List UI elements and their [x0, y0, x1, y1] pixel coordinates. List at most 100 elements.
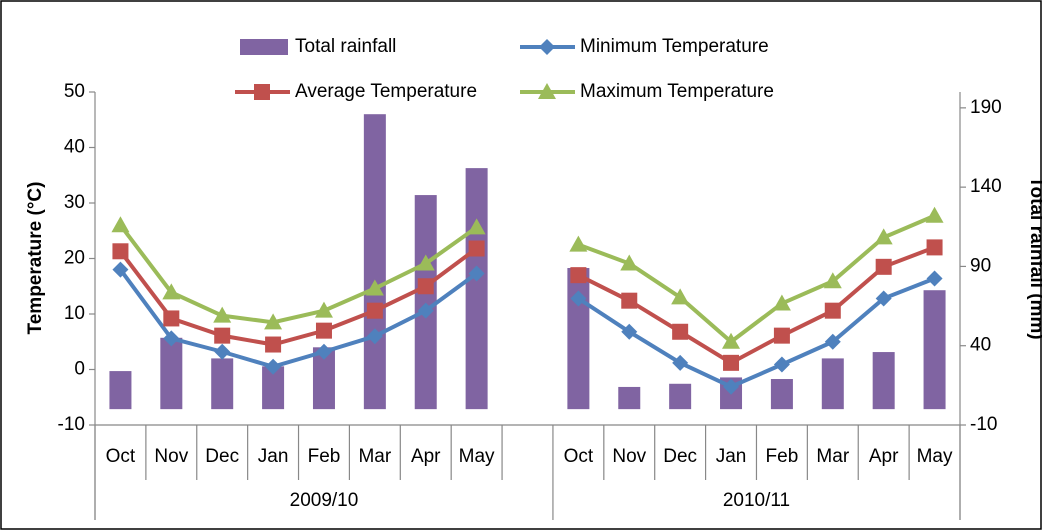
- marker: [162, 283, 181, 300]
- marker: [468, 240, 485, 257]
- marker: [925, 206, 944, 223]
- x-tick-label: Oct: [106, 446, 136, 467]
- marker: [570, 290, 587, 307]
- marker: [926, 239, 943, 256]
- marker: [254, 84, 270, 100]
- y2-axis-title: Total rainfall (mm): [1026, 176, 1042, 339]
- x-tick-label: May: [917, 446, 953, 467]
- marker: [314, 301, 333, 318]
- marker: [569, 235, 588, 252]
- x-tick-label: Nov: [154, 446, 188, 467]
- marker: [111, 216, 130, 233]
- y-tick-label: 10: [64, 303, 85, 324]
- bar: [160, 337, 183, 410]
- y2-tick-label: 190: [970, 97, 1002, 118]
- marker: [468, 265, 485, 282]
- bar: [770, 379, 793, 410]
- line: [118, 213, 936, 345]
- marker: [163, 310, 180, 327]
- line: [118, 245, 936, 366]
- marker: [672, 323, 689, 340]
- marker: [213, 306, 232, 323]
- y2-tick-label: 40: [970, 335, 991, 356]
- x-tick-label: Mar: [358, 446, 391, 467]
- x-tick-label: Dec: [663, 446, 697, 467]
- marker: [366, 328, 383, 345]
- bar: [414, 195, 437, 410]
- bar: [618, 386, 641, 410]
- x-tick-label: Dec: [205, 446, 239, 467]
- x-tick-label: Feb: [766, 446, 799, 467]
- y-tick-label: 0: [74, 359, 85, 380]
- marker: [620, 254, 639, 271]
- marker: [538, 83, 556, 99]
- x-tick-label: Oct: [564, 446, 594, 467]
- x-tick-label: Jan: [258, 446, 289, 467]
- marker: [672, 354, 689, 371]
- marker: [365, 279, 384, 296]
- bar: [669, 383, 692, 410]
- y-tick-label: -10: [58, 414, 85, 435]
- marker: [875, 290, 892, 307]
- marker: [824, 333, 841, 350]
- bar: [465, 168, 488, 410]
- marker: [723, 378, 740, 395]
- marker: [265, 336, 282, 353]
- bar: [262, 366, 285, 410]
- marker: [366, 302, 383, 319]
- marker: [163, 330, 180, 347]
- group-label: 2010/11: [723, 490, 790, 511]
- marker: [417, 278, 434, 295]
- marker: [723, 354, 740, 371]
- legend-label: Average Temperature: [295, 81, 477, 102]
- x-tick-label: Apr: [869, 446, 899, 467]
- marker: [539, 39, 555, 55]
- x-tick-label: Nov: [612, 446, 646, 467]
- legend-label: Minimum Temperature: [580, 36, 769, 57]
- bar: [211, 358, 234, 410]
- bar: [363, 114, 386, 410]
- marker: [467, 218, 486, 235]
- legend-label: Maximum Temperature: [580, 81, 774, 102]
- marker: [214, 343, 231, 360]
- marker: [874, 228, 893, 245]
- marker: [265, 358, 282, 375]
- marker: [570, 267, 587, 284]
- legend-label: Total rainfall: [295, 36, 396, 57]
- bar: [109, 371, 132, 410]
- marker: [823, 272, 842, 289]
- x-tick-label: Mar: [816, 446, 849, 467]
- y-tick-label: 30: [64, 192, 85, 213]
- marker: [264, 313, 283, 330]
- marker: [875, 258, 892, 275]
- y-tick-label: 40: [64, 137, 85, 158]
- group-label: 2009/10: [290, 490, 359, 511]
- y-tick-label: 50: [64, 81, 85, 102]
- marker: [112, 261, 129, 278]
- marker: [824, 302, 841, 319]
- y2-tick-label: -10: [970, 414, 997, 435]
- marker: [772, 294, 791, 311]
- y2-tick-label: 90: [970, 255, 991, 276]
- marker: [722, 332, 741, 349]
- marker: [621, 323, 638, 340]
- marker: [214, 327, 231, 344]
- y-axis-title: Temperature (°C): [25, 182, 46, 335]
- marker: [671, 288, 690, 305]
- marker: [315, 343, 332, 360]
- marker: [773, 327, 790, 344]
- marker: [621, 292, 638, 309]
- marker: [773, 356, 790, 373]
- y-tick-label: 20: [64, 248, 85, 269]
- marker: [112, 243, 129, 260]
- bar: [872, 352, 895, 410]
- y2-tick-label: 140: [970, 176, 1002, 197]
- marker: [417, 302, 434, 319]
- marker: [315, 322, 332, 339]
- x-tick-label: Jan: [716, 446, 747, 467]
- bar: [567, 268, 590, 410]
- marker: [416, 254, 435, 271]
- x-tick-label: May: [459, 446, 495, 467]
- bar: [312, 347, 335, 410]
